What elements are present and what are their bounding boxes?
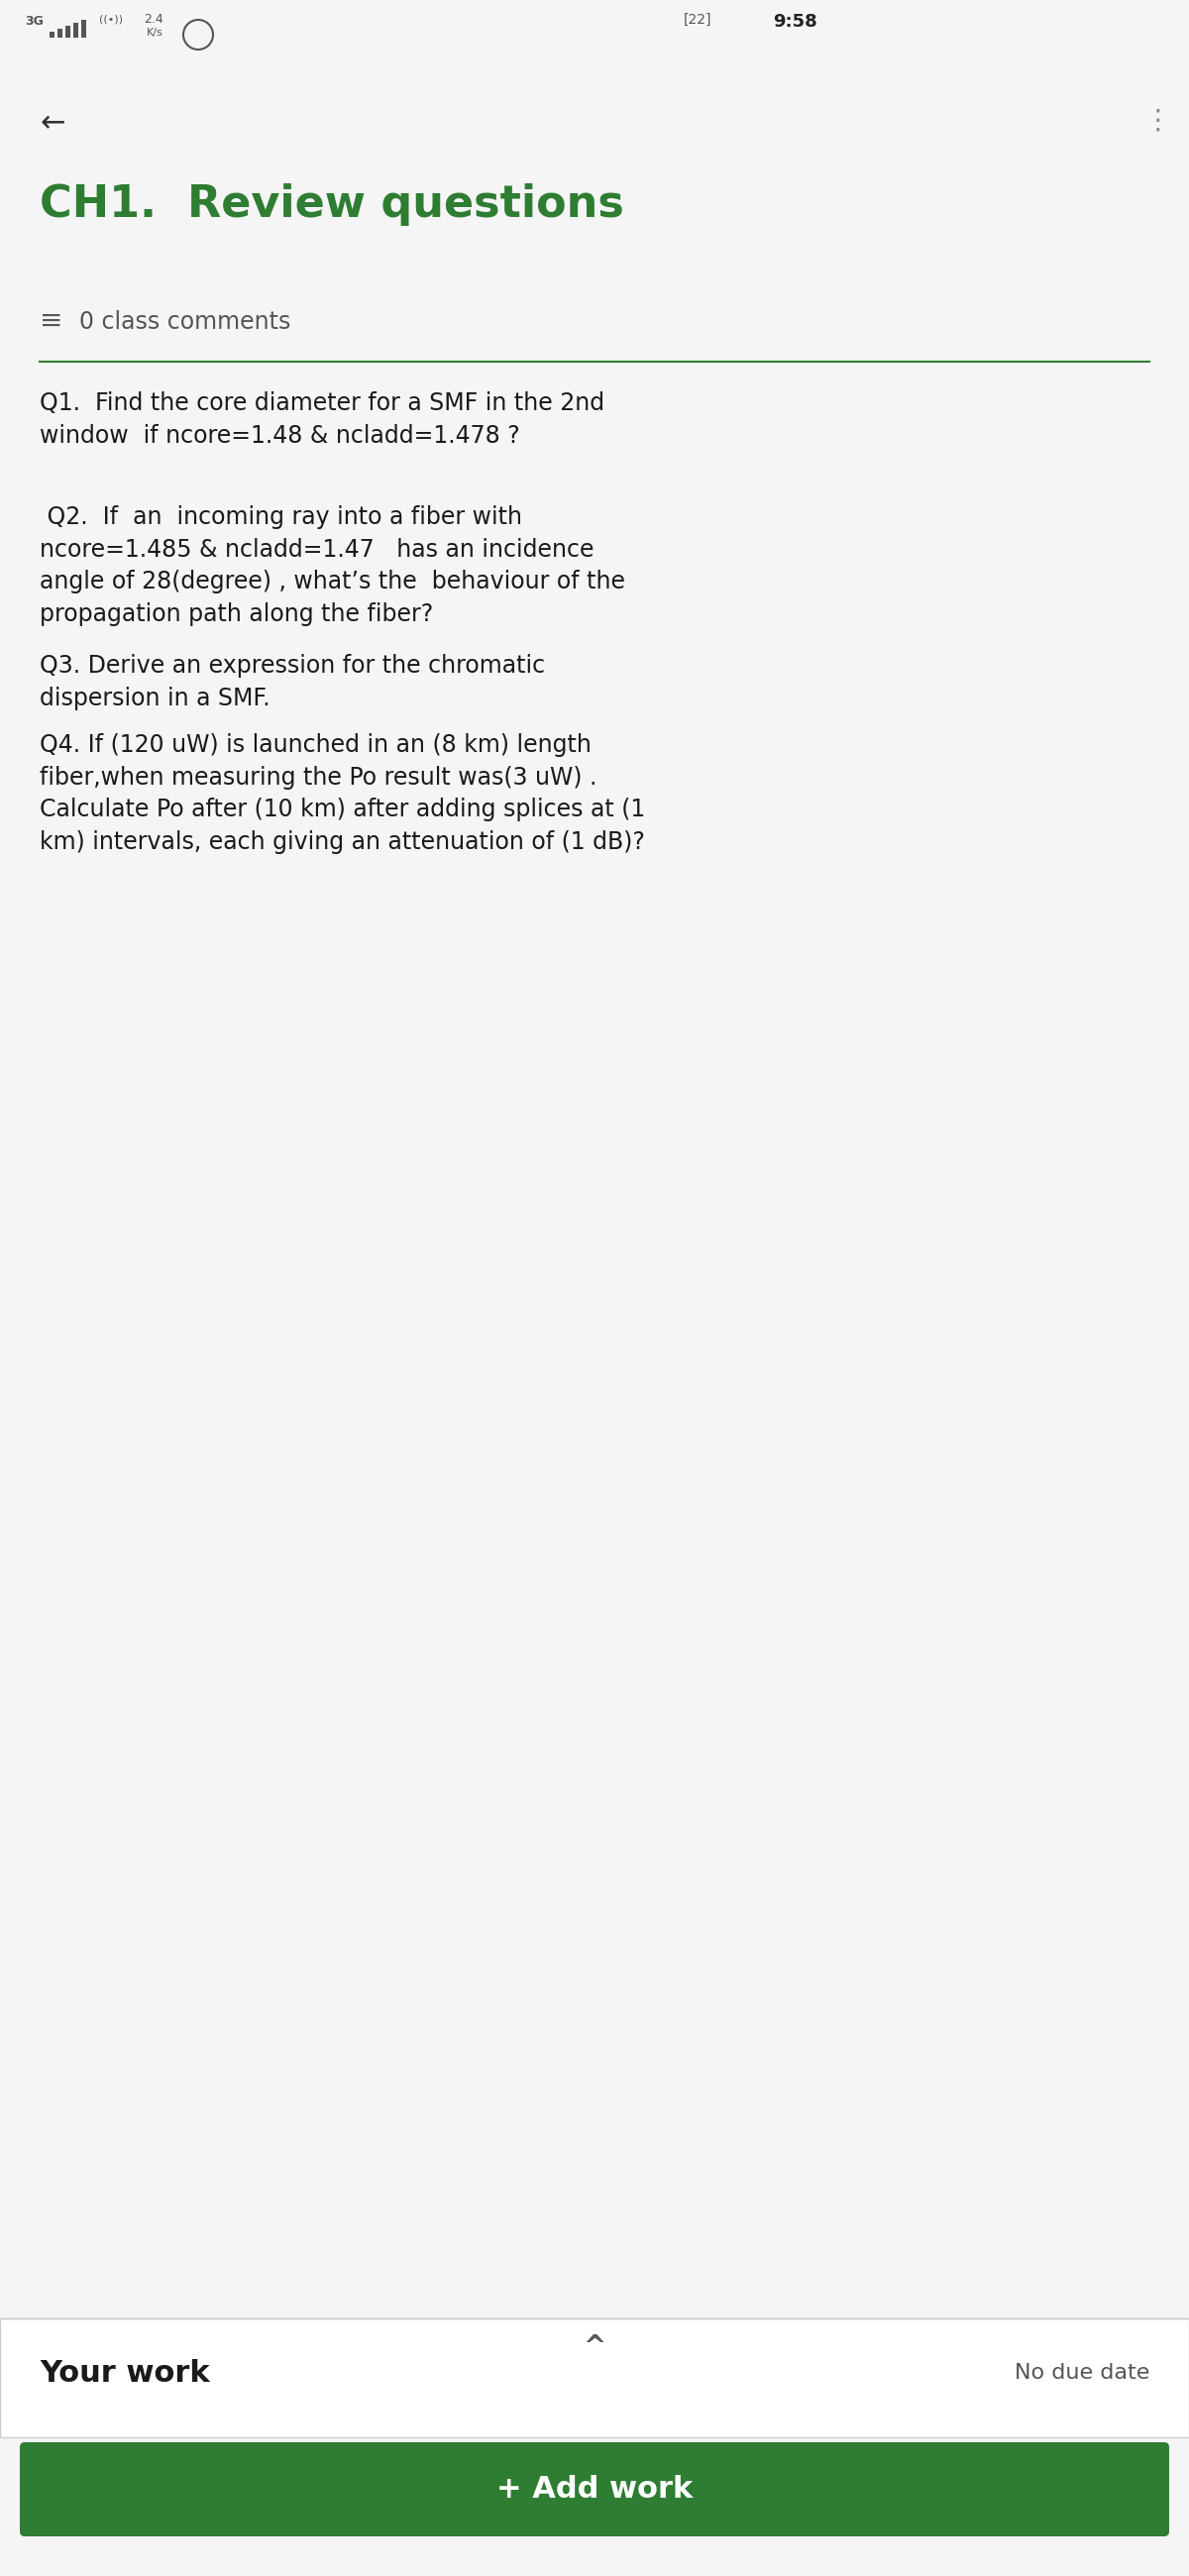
- Text: ^: ^: [583, 2334, 606, 2362]
- FancyBboxPatch shape: [74, 23, 78, 39]
- Text: ≡: ≡: [39, 307, 63, 335]
- FancyBboxPatch shape: [50, 31, 55, 39]
- FancyBboxPatch shape: [0, 2318, 1189, 2437]
- Text: ←: ←: [39, 108, 65, 137]
- Text: + Add work: + Add work: [496, 2476, 693, 2504]
- FancyBboxPatch shape: [0, 2532, 1189, 2576]
- Text: ((•)): ((•)): [99, 13, 122, 23]
- Text: CH1.  Review questions: CH1. Review questions: [39, 183, 624, 227]
- Text: 0 class comments: 0 class comments: [80, 309, 290, 335]
- Text: ⋮: ⋮: [1144, 108, 1172, 134]
- Text: K/s: K/s: [146, 28, 163, 39]
- Text: 2.4: 2.4: [144, 13, 163, 26]
- Text: [22]: [22]: [684, 13, 712, 26]
- Text: Your work: Your work: [39, 2360, 209, 2388]
- Text: Q4. If (120 uW) is launched in an (8 km) length
fiber,when measuring the Po resu: Q4. If (120 uW) is launched in an (8 km)…: [39, 734, 646, 853]
- FancyBboxPatch shape: [0, 0, 1189, 70]
- FancyBboxPatch shape: [57, 28, 63, 39]
- Text: Q1.  Find the core diameter for a SMF in the 2nd
window  if ncore=1.48 & ncladd=: Q1. Find the core diameter for a SMF in …: [39, 392, 604, 448]
- FancyBboxPatch shape: [81, 21, 87, 39]
- Text: No due date: No due date: [1014, 2362, 1150, 2383]
- FancyBboxPatch shape: [65, 26, 70, 39]
- Text: Q3. Derive an expression for the chromatic
dispersion in a SMF.: Q3. Derive an expression for the chromat…: [39, 654, 545, 711]
- FancyBboxPatch shape: [20, 2442, 1169, 2537]
- Text: 9:58: 9:58: [773, 13, 817, 31]
- Text: Q2.  If  an  incoming ray into a fiber with
ncore=1.485 & ncladd=1.47   has an i: Q2. If an incoming ray into a fiber with…: [39, 505, 625, 626]
- Text: 3G: 3G: [25, 15, 44, 28]
